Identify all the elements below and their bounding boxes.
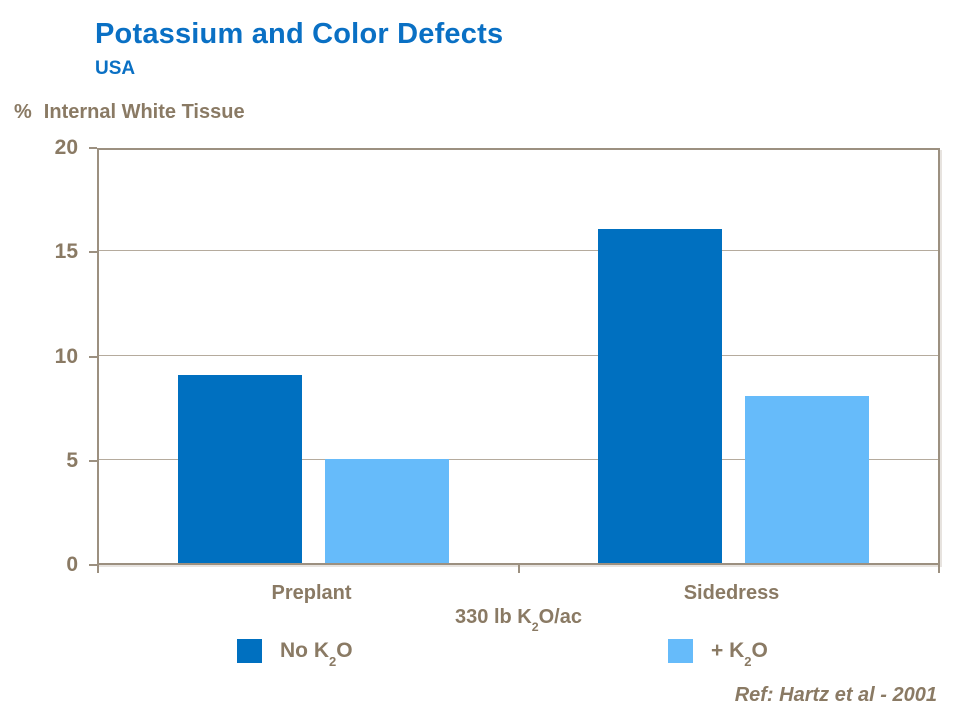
reference-citation: Ref: Hartz et al - 2001 <box>734 684 937 706</box>
legend-label-no-k2o: No K2O <box>280 639 353 668</box>
x-axis-title-sub: 2 <box>531 620 539 635</box>
y-tick-label-20: 20 <box>54 136 78 159</box>
y-tick-mark-20 <box>89 147 97 149</box>
y-tick-mark-10 <box>89 355 97 358</box>
category-label-sidedress: Sidedress <box>683 582 780 604</box>
y-tick-mark-5 <box>89 459 97 462</box>
y-axis-title: % Internal White Tissue <box>14 101 245 124</box>
legend-label-sub: 2 <box>329 653 337 669</box>
bar-preplant-plus-k2o <box>325 458 450 563</box>
x-axis-title-post: O/ac <box>538 606 582 628</box>
legend-label-plus-k2o: + K2O <box>711 639 768 668</box>
legend-item-no-k2o: No K2O <box>237 639 353 668</box>
legend-label-post: O <box>336 639 353 662</box>
gridline-5 <box>99 458 938 460</box>
gridline-10 <box>99 354 938 356</box>
legend-label-sub: 2 <box>744 653 752 669</box>
x-tick-mark-1 <box>517 565 520 573</box>
legend-swatch-no-k2o-icon <box>237 639 262 663</box>
y-tick-label-0: 0 <box>66 553 78 576</box>
y-tick-mark-15 <box>89 251 97 254</box>
y-tick-label-15: 15 <box>54 240 78 264</box>
chart-subtitle: USA <box>95 58 136 79</box>
gridline-15 <box>99 250 938 252</box>
bar-sidedress-plus-k2o <box>745 396 870 563</box>
legend-label-post: O <box>751 639 768 662</box>
y-tick-mark-0 <box>89 564 97 566</box>
y-axis-unit: % <box>14 101 32 123</box>
legend-swatch-plus-k2o-icon <box>668 639 693 663</box>
x-tick-mark-2 <box>938 565 940 573</box>
legend-label-pre: No K <box>280 639 329 662</box>
x-axis-title-pre: 330 lb K <box>455 606 532 628</box>
x-axis-title: 330 lb K2O/ac <box>97 606 940 634</box>
y-tick-label-10: 10 <box>54 344 78 368</box>
category-label-preplant: Preplant <box>271 582 352 604</box>
bar-preplant-no-k2o <box>178 375 303 563</box>
chart-title: Potassium and Color Defects <box>95 18 504 50</box>
legend-item-plus-k2o: + K2O <box>668 639 768 668</box>
plot-area <box>97 148 940 565</box>
y-tick-label-5: 5 <box>66 448 78 472</box>
bar-sidedress-no-k2o <box>598 229 723 563</box>
y-axis-title-text: Internal White Tissue <box>43 101 245 123</box>
x-tick-mark-0 <box>97 565 99 573</box>
legend-label-pre: + K <box>711 639 745 662</box>
